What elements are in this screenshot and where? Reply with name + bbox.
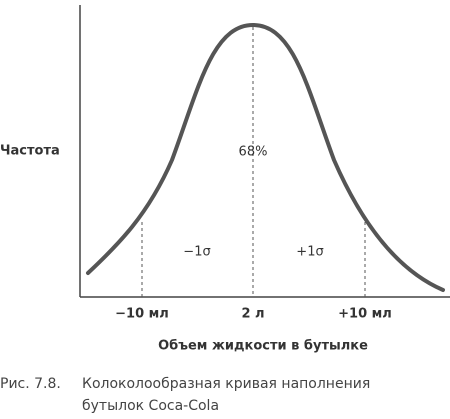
sigma-label: −1σ <box>183 245 210 260</box>
x-label: −10 мл <box>115 307 169 322</box>
x-label: 2 л <box>241 307 264 322</box>
center-label: 68% <box>239 145 268 160</box>
caption-number: Рис. 7.8. <box>0 376 61 392</box>
caption-line: бутылок Coca-Cola <box>82 398 219 414</box>
y-axis-label: Частота <box>0 144 60 159</box>
x-axis-label: Объем жидкости в бутылке <box>158 339 368 354</box>
x-label: +10 мл <box>338 307 392 322</box>
sigma-label: +1σ <box>296 245 323 260</box>
bell-curve <box>86 22 445 292</box>
caption-line: Колоколообразная кривая наполнения <box>82 376 370 392</box>
